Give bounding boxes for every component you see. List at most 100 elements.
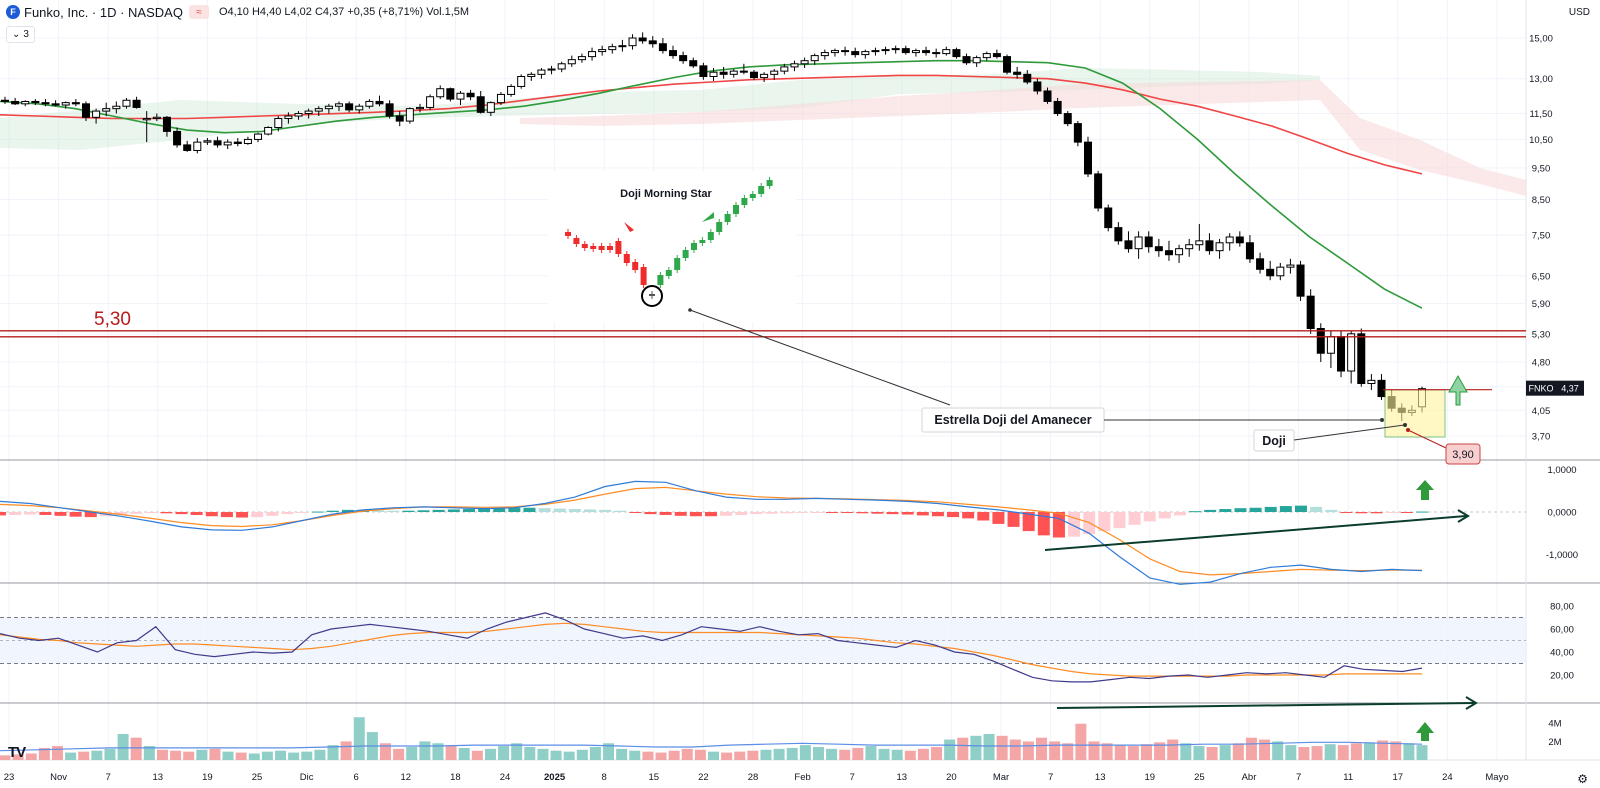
candle [405, 107, 414, 124]
candle-up [1276, 266, 1285, 277]
time-tick-label: 19 [202, 772, 213, 783]
candle-up [1134, 236, 1143, 250]
candle [871, 47, 880, 56]
rsi-tick-label: 60,00 [1550, 625, 1574, 636]
volume-bar [0, 755, 11, 760]
gear-icon[interactable]: ⚙ [1577, 772, 1588, 786]
candle-down [162, 116, 171, 132]
time-tick-label: 24 [1442, 772, 1453, 783]
candle-down [1144, 236, 1153, 248]
macd-histogram-bar [1400, 512, 1413, 513]
macd-histogram-bar [689, 512, 702, 517]
candle [1144, 231, 1153, 253]
candle-up [982, 53, 991, 59]
doji-label-box [1253, 429, 1295, 452]
candle [1205, 233, 1214, 255]
low-pointer-line [1407, 429, 1447, 449]
volume-bar [904, 750, 916, 760]
volume-bar [970, 735, 982, 760]
candle-down [173, 130, 182, 146]
candle-down [1164, 250, 1173, 256]
candle [577, 53, 586, 63]
candle [932, 48, 941, 58]
time-tick-label: Feb [794, 772, 810, 783]
candle [679, 51, 688, 64]
candle [638, 32, 647, 44]
macd-histogram-bar [583, 509, 596, 512]
candle [820, 49, 829, 60]
candle-up [942, 49, 951, 55]
macd-histogram-bar [523, 507, 536, 512]
tradingview-logo-icon[interactable]: TV [8, 744, 26, 761]
candle-down [1337, 336, 1346, 372]
candle [122, 97, 131, 109]
candle [588, 47, 597, 61]
candle [547, 65, 556, 75]
volume-bar [878, 748, 890, 760]
macd-histogram-bar [1173, 512, 1186, 516]
candle-down [1266, 268, 1275, 277]
volume-bar [865, 746, 877, 760]
volume-bar [1140, 744, 1152, 760]
macd-histogram-bar [1128, 512, 1141, 525]
price-tick-label: 9,50 [1532, 163, 1551, 174]
candle [1124, 231, 1133, 253]
candle-up [820, 52, 829, 57]
inset-candle [674, 258, 681, 270]
volume-bar [708, 751, 719, 760]
candle [476, 90, 485, 114]
volume-bar [1088, 741, 1100, 760]
candle-down [739, 70, 748, 73]
macd-histogram-bar [599, 509, 612, 512]
candle [486, 101, 495, 117]
candle [1245, 235, 1254, 263]
candle [861, 49, 870, 59]
candle-up [61, 102, 70, 106]
volume-bar [721, 752, 733, 760]
ichimoku-cloud [0, 68, 1526, 196]
candle [355, 103, 364, 114]
candle [1154, 238, 1163, 257]
candle [699, 62, 708, 80]
candle-down [41, 102, 50, 105]
candle-up [800, 60, 809, 65]
macd-histogram-bar [795, 512, 808, 513]
macd-histogram-bar [9, 512, 22, 515]
candle-up [577, 56, 586, 61]
macd-histogram-bar [493, 508, 506, 512]
chart-header: F Funko, Inc. · 1D · NASDAQ ≈ O4,10 H4,4… [0, 0, 469, 24]
symbol-title[interactable]: Funko, Inc. · 1D · NASDAQ [24, 4, 183, 20]
candle-up [709, 71, 718, 78]
macd-histogram-bar [1052, 512, 1065, 538]
volume-bar [786, 747, 798, 760]
macd-histogram-bar [841, 512, 854, 513]
macd-histogram-bar [54, 512, 67, 516]
inset-candle [565, 232, 571, 236]
macd-histogram-bar [1294, 505, 1307, 512]
candle [81, 101, 90, 122]
candle-up [1326, 336, 1335, 354]
volume-bar [1285, 745, 1297, 760]
candle [770, 69, 779, 80]
price-tick-label: 5,90 [1532, 299, 1551, 310]
candle-down [1083, 141, 1092, 175]
volume-bar [25, 753, 37, 760]
time-tick-label: 23 [4, 772, 15, 783]
candle [365, 99, 374, 109]
time-tick-label: 8 [602, 772, 607, 783]
candle [1003, 54, 1012, 75]
volume-bar [209, 748, 221, 760]
volume-bar [957, 737, 969, 760]
indicator-toggle[interactable]: ⌄ 3 [6, 26, 35, 43]
macd-histogram-bar [1098, 512, 1111, 532]
doji-morning-star-inset: Doji Morning Star [548, 172, 796, 322]
candle [790, 60, 799, 72]
currency-selector[interactable]: USD [1568, 7, 1590, 18]
candle-up [92, 110, 101, 118]
compare-icon[interactable]: ≈ [188, 5, 209, 19]
candle [1094, 170, 1103, 212]
candle-up [122, 99, 131, 107]
candle [760, 72, 769, 82]
candle-down [699, 65, 708, 78]
